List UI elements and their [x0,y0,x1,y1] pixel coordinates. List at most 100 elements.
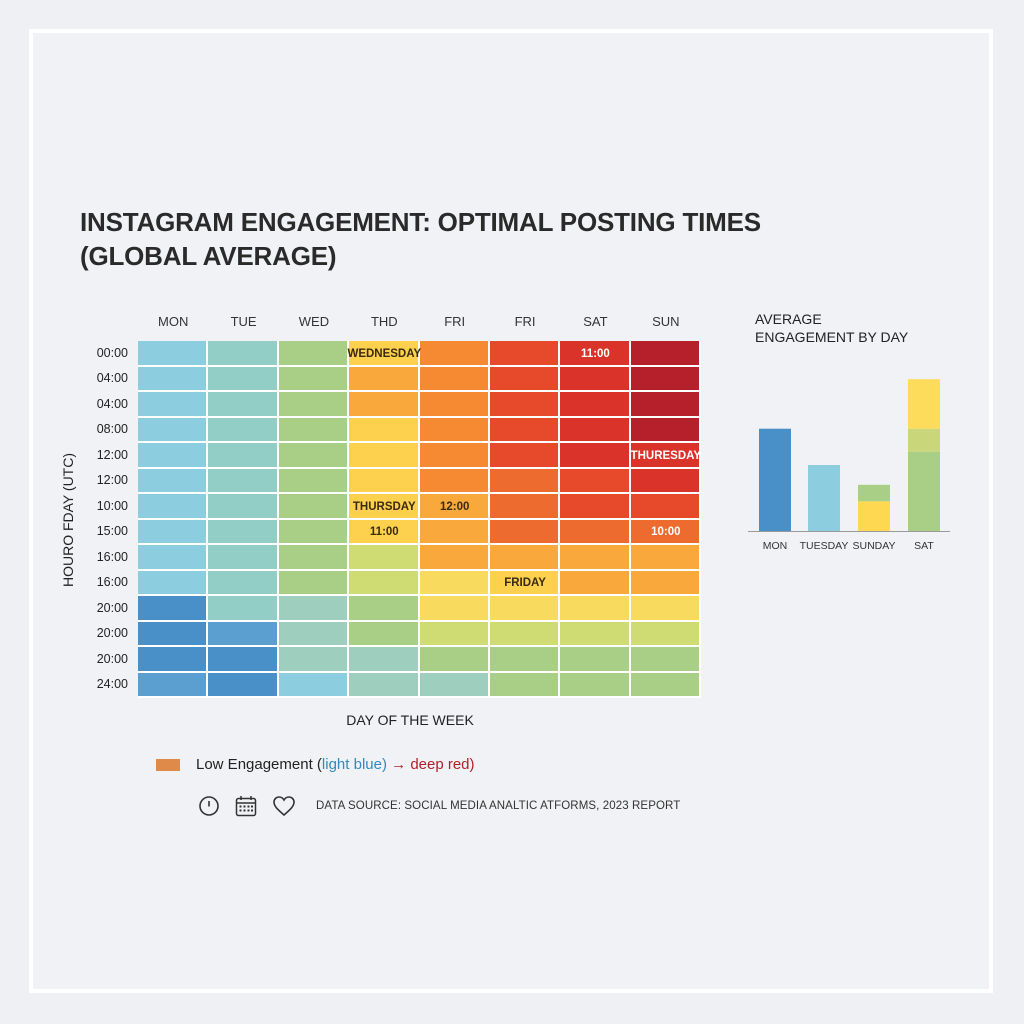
heatmap-cell [489,366,561,392]
heatmap-cell [489,545,561,571]
column-header: SAT [583,314,608,329]
heatmap-cell [349,366,420,392]
heatmap-annotation: FRIDAY [504,577,546,590]
heatmap-cell [138,621,209,647]
heatmap-cell [349,392,420,418]
heatmap-annotation: 10:00 [651,526,681,539]
heatmap-cell [630,366,701,392]
heatmap-cell [278,647,350,673]
heatmap-cell [489,417,561,443]
title-line-1: INSTAGRAM ENGAGEMENT: OPTIMAL POSTING TI… [80,207,761,237]
heatmap-cell [349,570,420,596]
heatmap-cell [489,468,561,494]
column-header: WED [298,314,330,329]
heatmap-cell [138,341,209,367]
x-axis-title: DAY OF THE WEEK [346,712,474,728]
heatmap-cell [630,392,701,418]
heatmap-cell [560,570,631,596]
heatmap-cell [138,545,209,571]
heatmap-cell [208,392,279,418]
heatmap-annotation: THURSDAY [352,500,416,513]
heatmap-cell [138,570,209,596]
heatmap-cell [560,392,631,418]
heatmap-cell [630,417,701,443]
legend-text-mid: ) [381,756,387,773]
heatmap-cell [419,494,490,520]
column-header: SUN [652,314,680,329]
heatmap-cell [278,468,350,494]
heatmap-cell [560,519,631,545]
heatmap-cell [208,468,279,494]
heatmap-cell [419,647,490,673]
heatmap-cell [560,672,631,698]
heatmap-cell [138,519,209,545]
heatmap-cell [630,494,701,520]
row-label: 16:00 [96,575,128,590]
heatmap-cell [489,570,561,596]
heatmap-cell [419,545,490,571]
heatmap-cell [208,519,279,545]
side-bar-chart [748,379,950,532]
heatmap-cell [419,672,490,698]
heatmap-annotation: WEDNESDAY [347,347,422,360]
legend-light-blue: light blue [321,756,382,773]
heatmap-cell [138,468,209,494]
row-label: 04:00 [96,396,128,411]
heatmap-cell [138,647,209,673]
heatmap-cell [419,417,490,443]
heatmap-cell [560,545,631,571]
row-label: 00:00 [96,345,128,360]
heatmap-cell [349,494,420,520]
heatmap-cell [419,596,490,622]
heatmap-cell [208,570,279,596]
heatmap-cell [138,392,209,418]
row-label: 24:00 [96,677,128,692]
heatmap-cell [349,545,420,571]
heatmap-cell [630,519,701,545]
heatmap-cell [349,468,420,494]
heatmap-cell [419,570,490,596]
heatmap-cell [489,443,561,469]
heatmap-cell [278,621,350,647]
heatmap-cell [208,443,279,469]
heatmap-cell [278,672,350,698]
heatmap-cell [349,341,420,367]
side-bar-segment [858,484,890,502]
column-header: TUE [230,314,257,329]
heatmap-cell [630,443,701,469]
heatmap-cell [630,596,701,622]
heatmap-annotation: 11:00 [581,347,610,360]
heatmap-cell [489,672,561,698]
row-label: 08:00 [96,422,128,437]
heatmap-cell [138,366,209,392]
heatmap-cell [278,443,350,469]
row-label: 10:00 [96,498,128,513]
row-label: 15:00 [96,524,128,539]
row-label: 04:00 [96,371,128,386]
heatmap-cell [560,341,631,367]
heatmap-cell [489,647,561,673]
heatmap-cell [208,647,279,673]
side-chart-x-label: TUESDAY [799,540,849,552]
row-label: 20:00 [96,626,128,641]
heatmap-cell [419,392,490,418]
heatmap-annotation: 11:00 [369,526,399,539]
heatmap-cell [560,596,631,622]
side-chart-x-labels: MON TUESDAY SUNDAY SAT [748,540,950,554]
heatmap-cell [419,519,490,545]
side-bar-segment [908,451,940,531]
heatmap-cell [489,392,561,418]
heatmap-cell [630,621,701,647]
heatmap-cell [278,519,350,545]
heatmap-cell [630,647,701,673]
heatmap-cell [278,366,350,392]
y-axis-title: HOURO FDAY (UTC) [60,452,76,588]
heatmap-grid [138,341,701,698]
heatmap-cell [419,341,490,367]
heatmap-cell [278,596,350,622]
data-source: DATA SOURCE: SOCIAL MEDIA ANALTIC ATFORM… [198,793,680,819]
heatmap-cell [138,494,209,520]
column-header: THD [370,314,398,329]
heatmap-cell [560,621,631,647]
row-label: 20:00 [96,651,128,666]
